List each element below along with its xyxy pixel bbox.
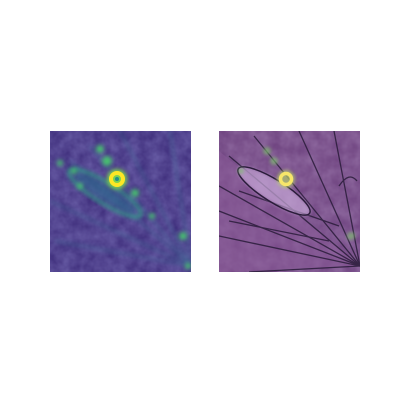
attention-heatmap-panel — [50, 131, 191, 272]
heatmap-overlay-image — [219, 131, 360, 272]
attention-heatmap-image — [50, 131, 191, 272]
heatmap-overlay-panel — [219, 131, 360, 272]
